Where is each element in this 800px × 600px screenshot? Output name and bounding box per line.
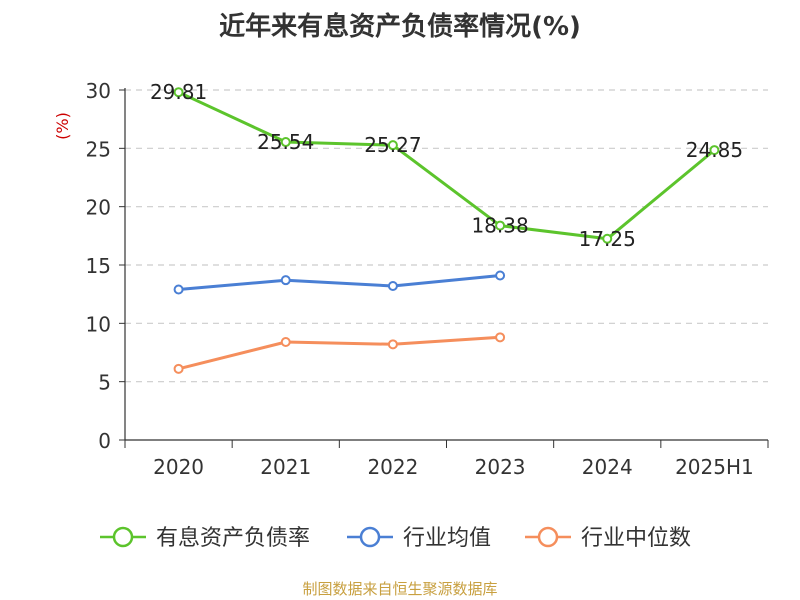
data-point (173, 284, 184, 295)
data-label: 24.85 (686, 138, 743, 162)
data-point (387, 339, 398, 350)
x-tick-label: 2025H1 (675, 455, 754, 479)
legend-marker (537, 526, 559, 548)
y-tick-label: 5 (98, 371, 111, 395)
x-tick-label: 2022 (367, 455, 418, 479)
data-point (709, 145, 720, 156)
data-point (387, 281, 398, 291)
data-point (280, 275, 291, 286)
x-tick-label: 2021 (260, 455, 311, 479)
x-tick-label: 2023 (475, 455, 526, 479)
series-line (177, 335, 502, 371)
y-tick-label: 15 (86, 254, 111, 278)
data-point (173, 363, 184, 374)
data-point (495, 270, 506, 281)
y-tick-label: 20 (86, 196, 111, 220)
data-point (280, 137, 291, 148)
source-note: 制图数据来自恒生聚源数据库 (302, 580, 498, 598)
legend: 有息资产负债率 行业均值 行业中位数 (100, 526, 691, 551)
series-line (177, 274, 502, 291)
legend-marker (112, 526, 134, 548)
data-point (495, 332, 506, 343)
data-label: 17.25 (579, 227, 636, 251)
axes: 0 5 10 15 20 25 30 (%) 2020 2021 2022 2023 2024 2025H… (53, 79, 769, 479)
y-axis-label: (%) (53, 112, 72, 140)
x-tick-label: 2020 (153, 455, 204, 479)
data-point (280, 337, 291, 347)
y-tick-label: 0 (98, 429, 111, 453)
x-tick-label: 2024 (582, 455, 633, 479)
data-label: 29.81 (150, 80, 207, 104)
data-point (173, 87, 184, 98)
data-label: 25.27 (364, 133, 421, 157)
y-tick-label: 30 (86, 79, 111, 103)
legend-label: 有息资产负债率 (156, 526, 310, 551)
series-lines (173, 87, 720, 374)
data-labels: 29.81 25.54 25.27 18.38 17.25 24.85 (150, 80, 743, 251)
y-tick-label: 25 (86, 137, 111, 161)
data-label: 18.38 (471, 214, 528, 238)
data-point (387, 140, 398, 151)
legend-marker (359, 526, 381, 548)
y-tick-label: 10 (86, 312, 111, 336)
data-point (602, 233, 613, 244)
data-label: 25.54 (257, 130, 314, 154)
gridlines (125, 89, 768, 383)
legend-label: 行业均值 (403, 526, 491, 551)
series-line (177, 90, 716, 241)
legend-label: 行业中位数 (581, 526, 691, 551)
data-point (495, 220, 506, 231)
chart-title: 近年来有息资产负债率情况(%) (219, 12, 581, 42)
